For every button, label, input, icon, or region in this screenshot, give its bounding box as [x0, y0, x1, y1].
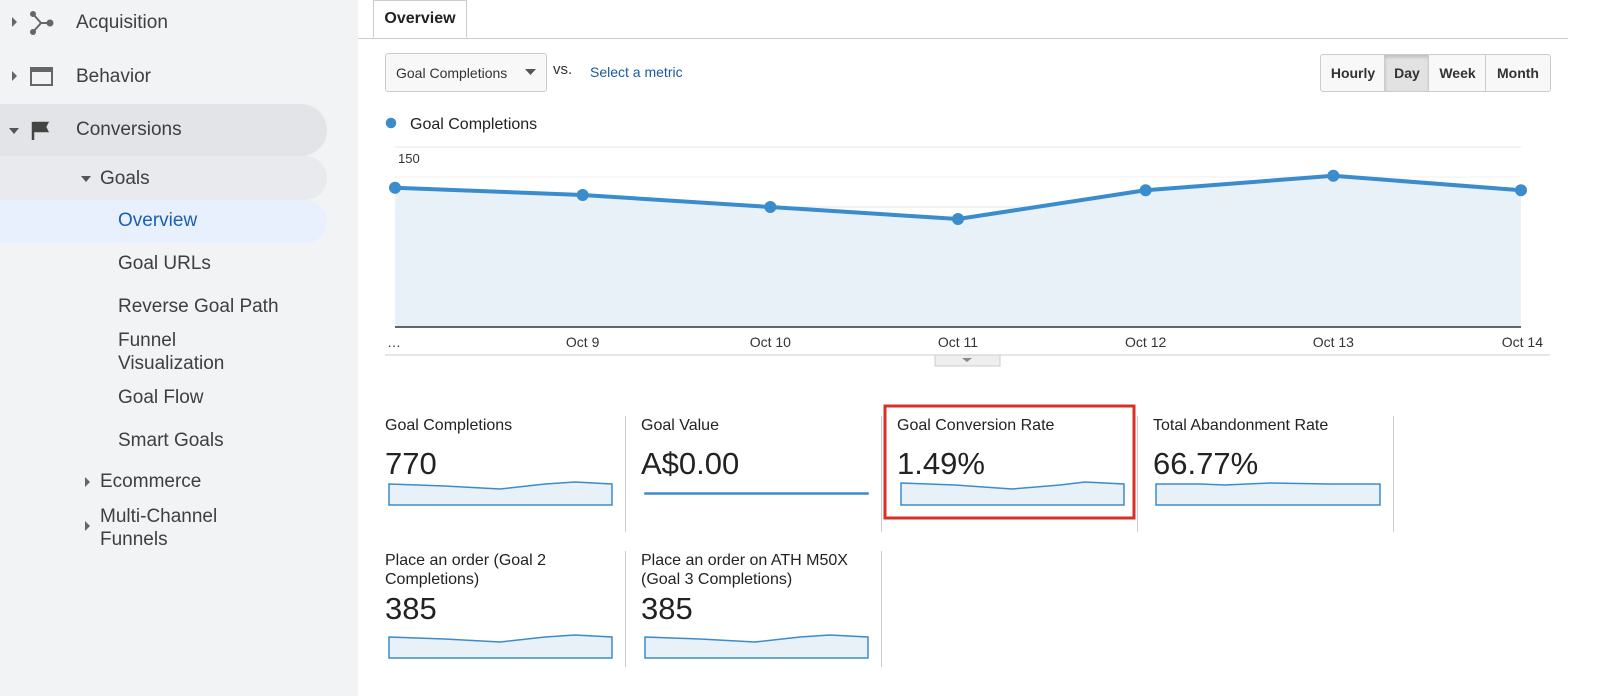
scorecard: Place an order (Goal 2 Completions) 385 — [385, 551, 626, 667]
scorecard-value: 770 — [385, 446, 437, 481]
x-tick-label: Oct 9 — [566, 334, 600, 350]
scorecard-value: 66.77% — [1153, 446, 1259, 481]
scorecard-value: 1.49% — [897, 446, 985, 481]
scorecard-title: Place an order (Goal 2 Completions) — [385, 552, 546, 588]
point — [1327, 169, 1340, 182]
nav-item[interactable]: Behavior — [76, 66, 151, 87]
nav-item[interactable]: Multi-Channel Funnels — [100, 506, 218, 550]
nav-item[interactable]: Overview — [118, 210, 198, 231]
point — [1139, 184, 1152, 197]
vs-label: vs. — [553, 61, 573, 78]
nav-item[interactable]: Goal URLs — [118, 253, 211, 274]
sparkline — [1155, 482, 1381, 506]
x-tick-label: Oct 13 — [1313, 334, 1354, 350]
sparkline — [388, 634, 613, 659]
scorecard: Goal Completions 770 — [385, 416, 626, 532]
dropdown-text: Goal Completions — [396, 65, 508, 81]
scorecard: Total Abandonment Rate 66.77% — [1153, 416, 1394, 532]
point — [576, 189, 589, 201]
nav-item[interactable]: Goals — [100, 168, 150, 189]
x-tick-label: … — [387, 334, 401, 350]
period-button[interactable]: Hourly — [1320, 54, 1386, 92]
sidebar-icons — [9, 11, 91, 531]
sparkline — [644, 492, 869, 495]
metric-dropdown[interactable]: Goal Completions — [385, 53, 547, 92]
x-tick-label: Oct 12 — [1125, 334, 1166, 350]
nav-item[interactable]: Ecommerce — [100, 471, 202, 492]
active-row — [0, 104, 327, 156]
point — [764, 201, 777, 213]
legend-marker — [384, 116, 398, 130]
sidebar: Acquisition Behavior Conversions Goals O… — [0, 0, 358, 696]
nav-item[interactable]: Funnel Visualization — [118, 330, 225, 374]
nav-item[interactable]: Acquisition — [76, 12, 168, 33]
scorecard-title: Place an order on ATH M50X (Goal 3 Compl… — [641, 552, 848, 588]
period-button[interactable]: Month — [1485, 54, 1551, 92]
scorecard-value: 385 — [641, 591, 693, 626]
x-tick-label: Oct 14 — [1502, 334, 1543, 350]
caret — [525, 69, 536, 75]
nav-item[interactable]: Goal Flow — [118, 387, 204, 408]
x-tick-label: Oct 11 — [938, 334, 978, 350]
sparklines — [388, 481, 1381, 659]
sparkline — [644, 634, 869, 659]
nav-item[interactable]: Reverse Goal Path — [118, 296, 279, 317]
handle-caret — [962, 358, 972, 362]
y-tick-label: 150 — [398, 151, 420, 166]
scorecard-title: Goal Conversion Rate — [897, 417, 1055, 434]
tab[interactable]: Overview — [373, 0, 467, 38]
scorecard-value: A$0.00 — [641, 446, 740, 481]
scorecard: Place an order on ATH M50X (Goal 3 Compl… — [641, 551, 882, 667]
active-row — [0, 156, 327, 200]
point — [389, 181, 401, 194]
point — [1515, 184, 1527, 197]
tab-line — [358, 38, 1568, 39]
scorecard-value: 385 — [385, 591, 437, 626]
nav-item[interactable]: Smart Goals — [118, 430, 224, 451]
period-button[interactable]: Week — [1428, 54, 1487, 92]
scorecard-title: Goal Value — [641, 417, 719, 434]
selected-row — [0, 200, 327, 243]
sparkline — [900, 481, 1125, 506]
highlight-box — [883, 404, 1136, 520]
legend-label: Goal Completions — [410, 116, 537, 133]
x-tick-label: Oct 10 — [750, 334, 791, 350]
area — [395, 175, 1521, 327]
scorecard-title: Total Abandonment Rate — [1153, 417, 1329, 434]
scorecard: Goal Conversion Rate 1.49% — [897, 416, 1138, 532]
sparkline — [388, 481, 613, 506]
point — [952, 213, 964, 225]
nav-item[interactable]: Conversions — [76, 119, 182, 140]
scorecard-title: Goal Completions — [385, 417, 513, 434]
select-metric-link[interactable]: Select a metric — [590, 64, 683, 80]
scorecard: Goal Value A$0.00 — [641, 416, 882, 532]
